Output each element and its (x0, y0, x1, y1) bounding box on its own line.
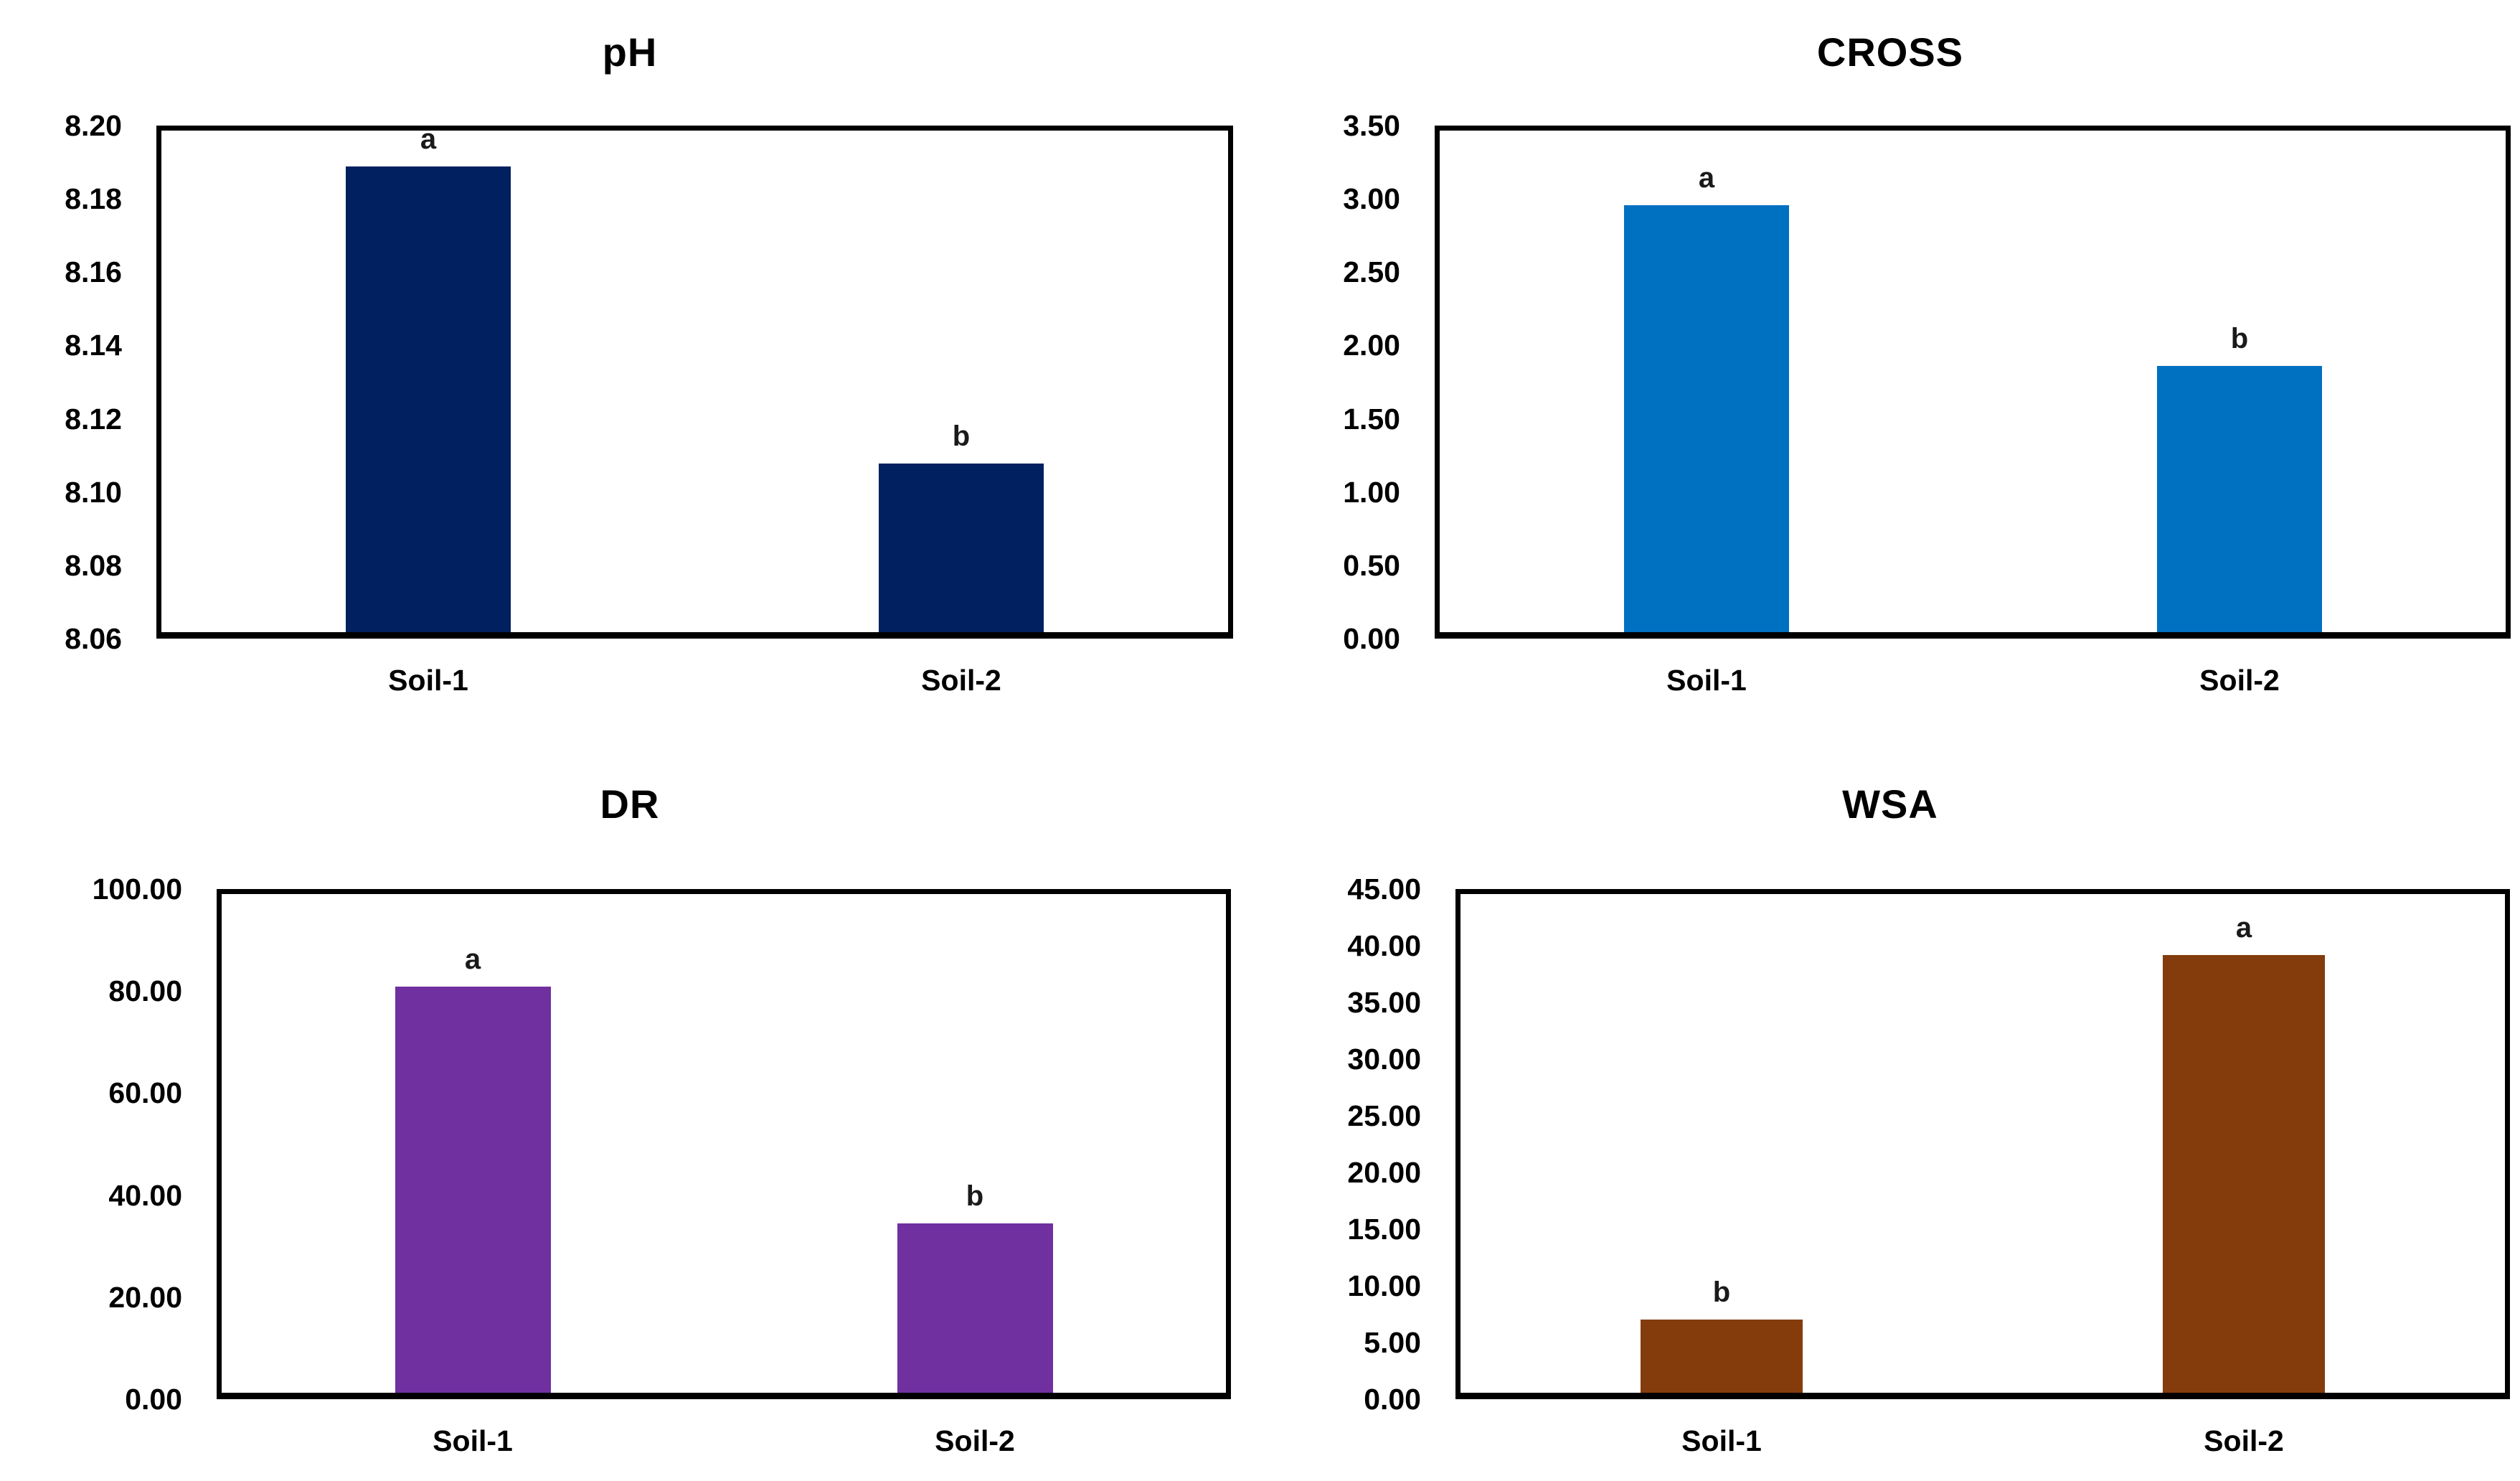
y-tick-label: 100.00 (92, 873, 182, 906)
y-tick-label: 8.06 (65, 622, 122, 655)
y-tick-label: 25.00 (1347, 1099, 1421, 1132)
y-tick-label: 2.00 (1343, 329, 1400, 362)
y-tick-label: 8.18 (65, 182, 122, 215)
y-tick-label: 45.00 (1347, 873, 1421, 906)
y-tick-label: 8.14 (65, 329, 122, 362)
y-tick-label: 0.50 (1343, 549, 1400, 582)
x-axis-label: Soil-2 (935, 1424, 1015, 1457)
x-axis-label: Soil-1 (388, 664, 468, 697)
chart-title: WSA (1842, 781, 1938, 827)
x-axis-label: Soil-2 (2199, 664, 2280, 697)
y-tick-label: 0.00 (1343, 622, 1400, 655)
y-axis: 45.00 40.00 35.00 30.00 25.00 20.00 15.00 10.00… (1260, 740, 1421, 1481)
bar-soil-1 (1641, 1320, 1803, 1393)
chart-title: DR (600, 781, 660, 827)
bar-soil-1 (395, 987, 551, 1393)
y-axis: 100.00 80.00 60.00 40.00 20.00 0.00 (0, 740, 182, 1481)
y-tick-label: 30.00 (1347, 1043, 1421, 1076)
significance-letter: b (966, 1180, 984, 1212)
y-tick-label: 15.00 (1347, 1213, 1421, 1246)
y-tick-label: 60.00 (108, 1076, 182, 1109)
significance-letter: b (2230, 323, 2249, 354)
y-tick-label: 0.00 (125, 1383, 182, 1416)
x-axis-label: Soil-1 (1681, 1424, 1762, 1457)
y-tick-label: 35.00 (1347, 986, 1421, 1019)
y-tick-label: 40.00 (108, 1179, 182, 1212)
y-tick-label: 3.50 (1343, 109, 1400, 142)
x-axis-label: Soil-1 (433, 1424, 513, 1457)
y-tick-label: 8.20 (65, 109, 122, 142)
x-axis-label: Soil-2 (2204, 1424, 2284, 1457)
y-tick-label: 10.00 (1347, 1269, 1421, 1302)
chart-title: CROSS (1816, 29, 1964, 75)
x-axis-label: Soil-2 (921, 664, 1001, 697)
significance-letter: b (952, 420, 971, 452)
y-tick-label: 8.08 (65, 549, 122, 582)
bar-soil-2 (879, 464, 1044, 632)
bar-soil-2 (2163, 955, 2325, 1393)
significance-letter: b (1712, 1277, 1731, 1308)
y-tick-label: 0.00 (1364, 1383, 1421, 1416)
y-tick-label: 80.00 (108, 974, 182, 1007)
chart-title: pH (602, 29, 658, 75)
chart-wsa: WSA 45.00 40.00 35.00 30.00 25.00 20.00 15.00 1… (1260, 740, 2520, 1481)
y-tick-label: 2.50 (1343, 255, 1400, 288)
y-tick-label: 20.00 (1347, 1156, 1421, 1189)
significance-letter: a (420, 123, 437, 155)
y-tick-label: 8.12 (65, 403, 122, 436)
significance-letter: a (2235, 912, 2252, 944)
chart-cross: CROSS 3.50 3.00 2.50 2.00 1.50 1.00 0.50 0.00 a… (1260, 0, 2520, 740)
y-tick-label: 20.00 (108, 1281, 182, 1314)
bar-soil-2 (897, 1223, 1053, 1393)
bar-soil-1 (346, 166, 511, 632)
significance-letter: a (1698, 162, 1715, 194)
y-tick-label: 8.16 (65, 255, 122, 288)
y-tick-label: 40.00 (1347, 929, 1421, 962)
y-axis: 3.50 3.00 2.50 2.00 1.50 1.00 0.50 0.00 (1260, 0, 1400, 740)
x-axis-label: Soil-1 (1666, 664, 1747, 697)
y-tick-label: 5.00 (1364, 1326, 1421, 1359)
y-tick-label: 8.10 (65, 476, 122, 509)
bar-soil-2 (2157, 366, 2322, 632)
bar-soil-1 (1624, 205, 1789, 632)
y-tick-label: 1.50 (1343, 403, 1400, 436)
y-tick-label: 1.00 (1343, 476, 1400, 509)
y-tick-label: 3.00 (1343, 182, 1400, 215)
significance-letter: a (464, 944, 481, 975)
y-axis: 8.20 8.18 8.16 8.14 8.12 8.10 8.08 8.06 (0, 0, 122, 740)
